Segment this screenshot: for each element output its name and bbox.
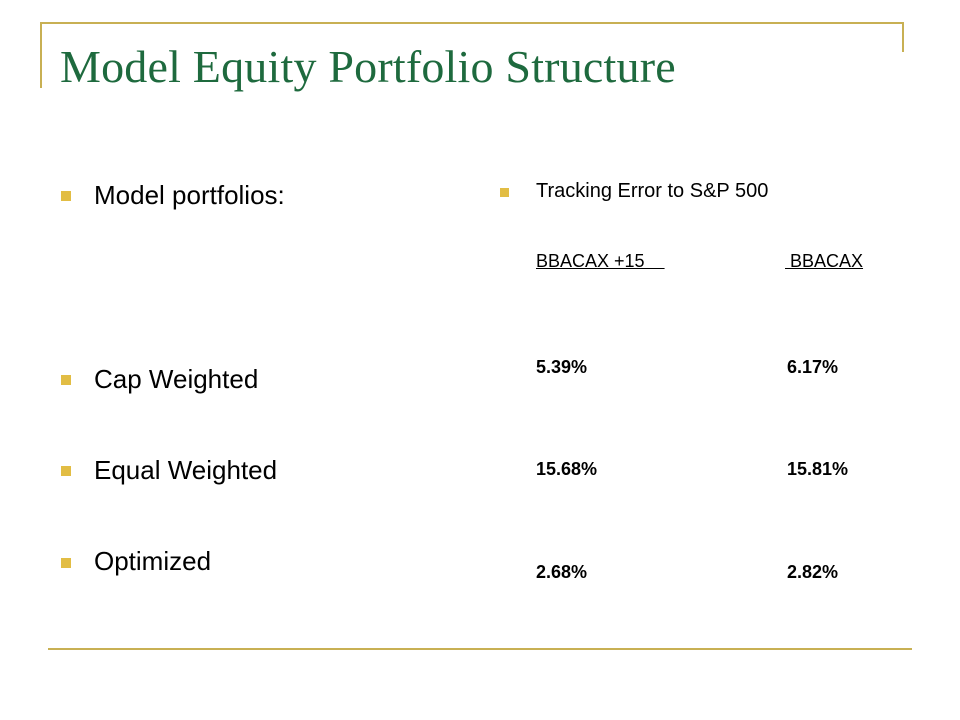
slide-title: Model Equity Portfolio Structure xyxy=(60,41,676,92)
frame-line-right xyxy=(902,22,904,52)
column-header-bbacax-15: BBACAX +15 xyxy=(536,251,665,271)
bullet-icon xyxy=(61,375,71,385)
table-cell: 2.82% xyxy=(787,562,839,582)
list-item-cap-weighted: Cap Weighted xyxy=(94,364,259,394)
frame-line-left xyxy=(40,22,42,88)
table-cell: 5.39% xyxy=(536,357,588,377)
table-cell: 2.68% xyxy=(536,562,588,582)
table-cell: 15.68% xyxy=(536,459,598,479)
column-header-bbacax: BBACAX xyxy=(785,251,864,271)
table-cell: 15.81% xyxy=(787,459,849,479)
list-item-optimized: Optimized xyxy=(94,546,212,576)
frame-line-top xyxy=(40,22,904,24)
bullet-icon xyxy=(61,558,71,568)
bullet-icon xyxy=(500,188,509,197)
table-cell: 6.17% xyxy=(787,357,839,377)
bullet-icon xyxy=(61,191,71,201)
frame-line-bottom xyxy=(48,648,912,650)
list-item-model-portfolios: Model portfolios: xyxy=(94,180,285,210)
list-item-equal-weighted: Equal Weighted xyxy=(94,455,278,485)
bullet-icon xyxy=(61,466,71,476)
tracking-error-heading: Tracking Error to S&P 500 xyxy=(536,180,769,202)
